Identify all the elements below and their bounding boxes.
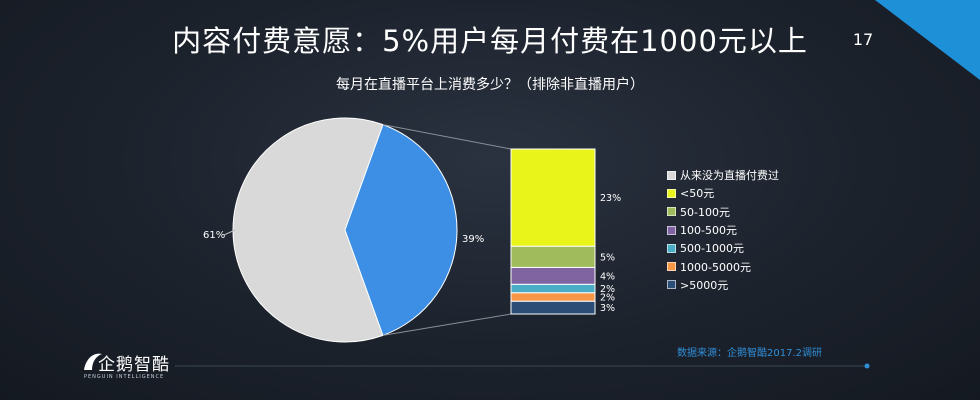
legend-label: 1000-5000元 — [680, 260, 751, 274]
breakdown-label-3: 2% — [600, 284, 615, 295]
legend-item: <50元 — [667, 184, 779, 202]
legend-label: 100-500元 — [680, 224, 737, 238]
legend-swatch — [667, 207, 676, 217]
legend-item: 1000-5000元 — [667, 257, 779, 275]
breakdown-segment-4 — [510, 292, 596, 302]
legend-swatch — [667, 280, 676, 290]
penguin-logo-icon — [84, 353, 102, 370]
logo-subtext: PENGUIN INTELLIGENCE — [84, 374, 165, 380]
breakdown-segment-1 — [510, 245, 596, 268]
legend-item: >5000元 — [667, 276, 779, 294]
breakdown-segment-3 — [510, 283, 596, 294]
legend-swatch — [667, 243, 676, 253]
footer-divider — [175, 363, 870, 369]
corner-triangle-icon — [875, 0, 980, 80]
pie-label-61: 61% — [203, 230, 225, 241]
breakdown-segment-0 — [510, 148, 596, 247]
pie-slice-never-paid — [232, 117, 384, 343]
breakdown-segment-5 — [510, 300, 596, 315]
legend-swatch — [667, 225, 676, 235]
data-source: 数据来源：企鹅智酷2017.2调研 — [677, 348, 822, 359]
slide-title: 内容付费意愿：5%用户每月付费在1000元以上 — [172, 24, 808, 58]
legend-label: <50元 — [680, 187, 715, 201]
legend-item: 50-100元 — [667, 203, 779, 221]
legend-swatch — [667, 170, 676, 180]
legend-swatch — [667, 188, 676, 198]
legend-item: 500-1000元 — [667, 239, 779, 257]
breakdown-segment-2 — [510, 266, 596, 285]
logo-text: 企鹅智酷 — [98, 355, 170, 375]
chart-subtitle: 每月在直播平台上消费多少？（排除非直播用户） — [336, 77, 644, 93]
legend-label: 从来没为直播付费过 — [680, 169, 779, 183]
connector-bottom — [382, 313, 512, 336]
connector-top — [382, 124, 512, 150]
legend-label: >5000元 — [680, 278, 729, 292]
pie-label-leader — [223, 229, 236, 236]
breakdown-label-1: 5% — [600, 252, 615, 263]
breakdown-label-2: 4% — [600, 271, 615, 282]
page-number: 17 — [852, 30, 874, 49]
pie-slice-paid — [344, 123, 458, 337]
legend-swatch — [667, 262, 676, 272]
chart-legend: 从来没为直播付费过 <50元 50-100元 100-500元 500-1000元 100… — [667, 166, 779, 294]
legend-item: 100-500元 — [667, 221, 779, 239]
breakdown-label-5: 3% — [600, 303, 615, 314]
breakdown-label-0: 23% — [600, 193, 621, 204]
pie-label-39: 39% — [462, 234, 484, 245]
legend-label: 50-100元 — [680, 205, 730, 219]
legend-label: 500-1000元 — [680, 242, 744, 256]
breakdown-label-4: 2% — [600, 293, 615, 304]
legend-item: 从来没为直播付费过 — [667, 166, 779, 184]
